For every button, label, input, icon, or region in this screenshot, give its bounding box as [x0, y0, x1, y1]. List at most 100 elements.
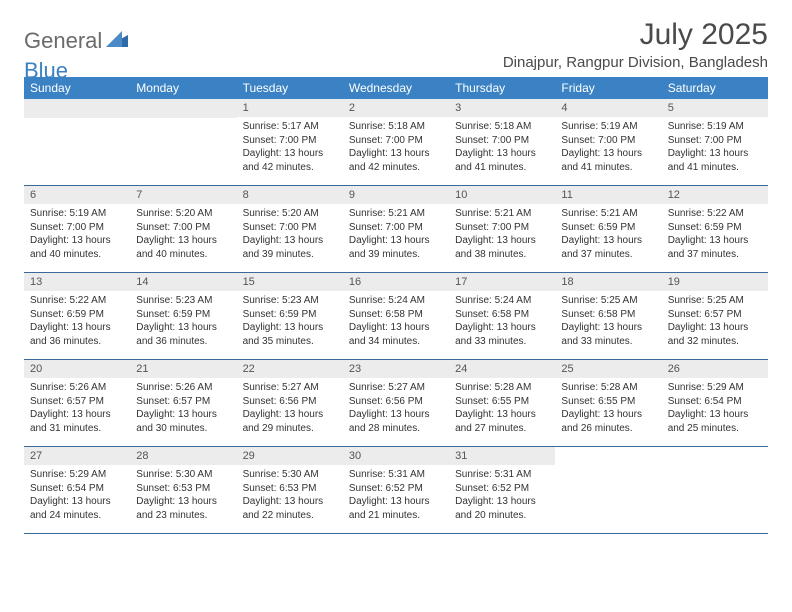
header: General July 2025 Dinajpur, Rangpur Divi… [0, 0, 792, 77]
day-cell: 31Sunrise: 5:31 AMSunset: 6:52 PMDayligh… [449, 447, 555, 533]
sunset-text: Sunset: 7:00 PM [30, 221, 124, 235]
day-number: 11 [555, 186, 661, 204]
daylight-text: Daylight: 13 hours and 21 minutes. [349, 495, 443, 522]
sunrise-text: Sunrise: 5:21 AM [349, 207, 443, 221]
day-cell: 27Sunrise: 5:29 AMSunset: 6:54 PMDayligh… [24, 447, 130, 533]
sunset-text: Sunset: 6:59 PM [136, 308, 230, 322]
sunset-text: Sunset: 6:55 PM [561, 395, 655, 409]
day-number: 27 [24, 447, 130, 465]
day-number: 4 [555, 99, 661, 117]
day-details: Sunrise: 5:21 AMSunset: 7:00 PMDaylight:… [343, 204, 449, 267]
daylight-text: Daylight: 13 hours and 25 minutes. [668, 408, 762, 435]
day-details: Sunrise: 5:19 AMSunset: 7:00 PMDaylight:… [662, 117, 768, 180]
sunrise-text: Sunrise: 5:20 AM [136, 207, 230, 221]
day-number: 18 [555, 273, 661, 291]
empty-cell [662, 447, 768, 533]
daylight-text: Daylight: 13 hours and 36 minutes. [30, 321, 124, 348]
day-number: 16 [343, 273, 449, 291]
sunset-text: Sunset: 6:59 PM [243, 308, 337, 322]
day-number: 26 [662, 360, 768, 378]
day-details: Sunrise: 5:26 AMSunset: 6:57 PMDaylight:… [24, 378, 130, 441]
day-cell: 11Sunrise: 5:21 AMSunset: 6:59 PMDayligh… [555, 186, 661, 272]
day-details: Sunrise: 5:30 AMSunset: 6:53 PMDaylight:… [130, 465, 236, 528]
daylight-text: Daylight: 13 hours and 23 minutes. [136, 495, 230, 522]
sunrise-text: Sunrise: 5:25 AM [561, 294, 655, 308]
daylight-text: Daylight: 13 hours and 28 minutes. [349, 408, 443, 435]
day-cell: 23Sunrise: 5:27 AMSunset: 6:56 PMDayligh… [343, 360, 449, 446]
day-number: 29 [237, 447, 343, 465]
sunrise-text: Sunrise: 5:31 AM [455, 468, 549, 482]
day-details: Sunrise: 5:22 AMSunset: 6:59 PMDaylight:… [662, 204, 768, 267]
daylight-text: Daylight: 13 hours and 39 minutes. [243, 234, 337, 261]
daylight-text: Daylight: 13 hours and 33 minutes. [455, 321, 549, 348]
day-number: 8 [237, 186, 343, 204]
day-cell: 25Sunrise: 5:28 AMSunset: 6:55 PMDayligh… [555, 360, 661, 446]
sunrise-text: Sunrise: 5:22 AM [30, 294, 124, 308]
sunset-text: Sunset: 7:00 PM [136, 221, 230, 235]
sunrise-text: Sunrise: 5:24 AM [455, 294, 549, 308]
sunrise-text: Sunrise: 5:23 AM [136, 294, 230, 308]
day-number: 25 [555, 360, 661, 378]
day-details: Sunrise: 5:21 AMSunset: 7:00 PMDaylight:… [449, 204, 555, 267]
sunset-text: Sunset: 6:58 PM [455, 308, 549, 322]
week-row: 20Sunrise: 5:26 AMSunset: 6:57 PMDayligh… [24, 360, 768, 447]
day-details: Sunrise: 5:31 AMSunset: 6:52 PMDaylight:… [449, 465, 555, 528]
daylight-text: Daylight: 13 hours and 32 minutes. [668, 321, 762, 348]
sunset-text: Sunset: 7:00 PM [243, 134, 337, 148]
sunrise-text: Sunrise: 5:27 AM [243, 381, 337, 395]
day-number: 24 [449, 360, 555, 378]
day-number: 28 [130, 447, 236, 465]
logo-text-blue: Blue [24, 58, 68, 83]
day-details: Sunrise: 5:19 AMSunset: 7:00 PMDaylight:… [555, 117, 661, 180]
empty-cell [555, 447, 661, 533]
sunset-text: Sunset: 6:52 PM [455, 482, 549, 496]
daylight-text: Daylight: 13 hours and 31 minutes. [30, 408, 124, 435]
month-title: July 2025 [503, 18, 768, 52]
sunrise-text: Sunrise: 5:19 AM [30, 207, 124, 221]
day-number: 5 [662, 99, 768, 117]
daylight-text: Daylight: 13 hours and 37 minutes. [668, 234, 762, 261]
day-cell: 20Sunrise: 5:26 AMSunset: 6:57 PMDayligh… [24, 360, 130, 446]
daylight-text: Daylight: 13 hours and 34 minutes. [349, 321, 443, 348]
sunset-text: Sunset: 6:58 PM [561, 308, 655, 322]
sunset-text: Sunset: 7:00 PM [668, 134, 762, 148]
daylight-text: Daylight: 13 hours and 42 minutes. [349, 147, 443, 174]
sunrise-text: Sunrise: 5:31 AM [349, 468, 443, 482]
weeks-grid: 1Sunrise: 5:17 AMSunset: 7:00 PMDaylight… [24, 99, 768, 534]
day-details: Sunrise: 5:31 AMSunset: 6:52 PMDaylight:… [343, 465, 449, 528]
day-details: Sunrise: 5:26 AMSunset: 6:57 PMDaylight:… [130, 378, 236, 441]
day-number: 23 [343, 360, 449, 378]
week-row: 6Sunrise: 5:19 AMSunset: 7:00 PMDaylight… [24, 186, 768, 273]
day-number: 15 [237, 273, 343, 291]
daylight-text: Daylight: 13 hours and 41 minutes. [561, 147, 655, 174]
day-cell: 19Sunrise: 5:25 AMSunset: 6:57 PMDayligh… [662, 273, 768, 359]
day-details: Sunrise: 5:18 AMSunset: 7:00 PMDaylight:… [343, 117, 449, 180]
sunset-text: Sunset: 6:52 PM [349, 482, 443, 496]
calendar: SundayMondayTuesdayWednesdayThursdayFrid… [0, 77, 792, 534]
daylight-text: Daylight: 13 hours and 26 minutes. [561, 408, 655, 435]
title-block: July 2025 Dinajpur, Rangpur Division, Ba… [503, 18, 768, 71]
sunrise-text: Sunrise: 5:29 AM [30, 468, 124, 482]
weekday-header: Wednesday [343, 77, 449, 99]
day-cell: 30Sunrise: 5:31 AMSunset: 6:52 PMDayligh… [343, 447, 449, 533]
daylight-text: Daylight: 13 hours and 29 minutes. [243, 408, 337, 435]
day-details: Sunrise: 5:20 AMSunset: 7:00 PMDaylight:… [237, 204, 343, 267]
day-details: Sunrise: 5:23 AMSunset: 6:59 PMDaylight:… [130, 291, 236, 354]
sunrise-text: Sunrise: 5:21 AM [561, 207, 655, 221]
day-details: Sunrise: 5:23 AMSunset: 6:59 PMDaylight:… [237, 291, 343, 354]
day-cell: 16Sunrise: 5:24 AMSunset: 6:58 PMDayligh… [343, 273, 449, 359]
weekday-header: Thursday [449, 77, 555, 99]
day-details: Sunrise: 5:24 AMSunset: 6:58 PMDaylight:… [343, 291, 449, 354]
daylight-text: Daylight: 13 hours and 37 minutes. [561, 234, 655, 261]
sunrise-text: Sunrise: 5:28 AM [455, 381, 549, 395]
day-number: 19 [662, 273, 768, 291]
daylight-text: Daylight: 13 hours and 38 minutes. [455, 234, 549, 261]
sunset-text: Sunset: 6:53 PM [243, 482, 337, 496]
day-cell: 10Sunrise: 5:21 AMSunset: 7:00 PMDayligh… [449, 186, 555, 272]
day-number: 2 [343, 99, 449, 117]
sunrise-text: Sunrise: 5:19 AM [561, 120, 655, 134]
day-cell: 4Sunrise: 5:19 AMSunset: 7:00 PMDaylight… [555, 99, 661, 185]
daylight-text: Daylight: 13 hours and 42 minutes. [243, 147, 337, 174]
weekday-header: Tuesday [237, 77, 343, 99]
empty-bar [130, 99, 236, 118]
